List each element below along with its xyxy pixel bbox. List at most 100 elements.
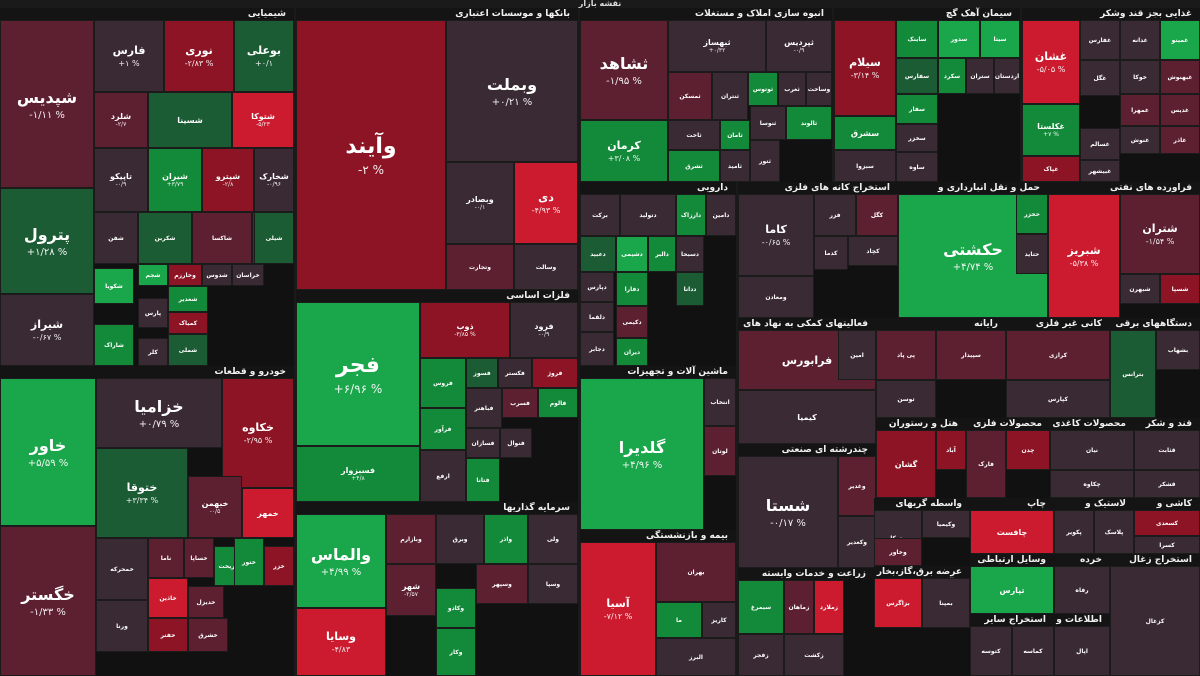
- stock-tile[interactable]: توسن: [876, 380, 936, 418]
- sector-title[interactable]: واسطه گریهای مالی و پولی: [874, 498, 970, 521]
- stock-tile[interactable]: برکت: [580, 194, 620, 236]
- stock-tile[interactable]: آسیا -۷/۱۲ %: [580, 542, 656, 676]
- stock-tile[interactable]: وکیمیا: [922, 510, 970, 538]
- stock-tile[interactable]: کدما: [814, 236, 848, 270]
- stock-tile[interactable]: ومعادن: [738, 276, 814, 318]
- stock-tile[interactable]: شغدیر: [168, 286, 208, 312]
- stock-tile[interactable]: وسپهر: [476, 564, 528, 604]
- stock-tile[interactable]: فسازان: [466, 428, 500, 458]
- stock-tile[interactable]: دامین: [706, 194, 736, 236]
- stock-tile[interactable]: ثامید: [720, 150, 750, 182]
- stock-tile[interactable]: خشرق: [188, 618, 228, 652]
- stock-tile[interactable]: دارزاک: [676, 194, 706, 236]
- stock-tile[interactable]: شملی: [168, 334, 208, 366]
- stock-tile[interactable]: سیتا: [980, 20, 1020, 58]
- sector-title[interactable]: سرمایه گذاریها: [296, 502, 578, 514]
- stock-tile[interactable]: ولی: [528, 514, 578, 564]
- stock-tile[interactable]: خزامیا +۰/۷۹ %: [96, 378, 222, 448]
- sector-title[interactable]: چاپ: [970, 498, 1054, 510]
- stock-tile[interactable]: زکشت: [784, 634, 844, 676]
- stock-tile[interactable]: خاور +۵/۵۹ %: [0, 378, 96, 526]
- stock-tile[interactable]: سپیدار: [936, 330, 1006, 380]
- stock-tile[interactable]: خدیزل: [188, 586, 224, 618]
- stock-tile[interactable]: غدیس: [1160, 94, 1200, 126]
- stock-tile[interactable]: آباد: [936, 430, 966, 470]
- sector-title[interactable]: بانکها و موسسات اعتباری: [296, 8, 578, 20]
- stock-tile[interactable]: شیران +۳/۷۹: [148, 148, 202, 212]
- stock-tile[interactable]: ما: [656, 602, 702, 638]
- stock-tile[interactable]: شخارک -۰/۹۶: [254, 148, 294, 212]
- stock-tile[interactable]: خمهر: [242, 488, 294, 538]
- stock-tile[interactable]: شپترو -۲/۸: [202, 148, 254, 212]
- sector-title[interactable]: دستگاههای برقی: [1110, 318, 1200, 330]
- stock-tile[interactable]: سدور: [938, 20, 980, 58]
- stock-tile[interactable]: نوری -۲/۸۳ %: [164, 20, 234, 92]
- stock-tile[interactable]: شتوکا -۵/۲۳: [232, 92, 294, 148]
- stock-tile[interactable]: خبهمن -۰/۵: [188, 476, 242, 538]
- stock-tile[interactable]: بوعلی +۰/۱: [234, 20, 294, 92]
- stock-tile[interactable]: کسعدی: [1134, 510, 1200, 536]
- stock-tile[interactable]: ثبهساز +۰/۳۲: [668, 20, 766, 72]
- stock-tile[interactable]: غشان -۵/۰۵ %: [1022, 20, 1080, 104]
- stock-tile[interactable]: پترول +۱/۲۸ %: [0, 188, 94, 294]
- stock-tile[interactable]: دلقما: [580, 302, 614, 332]
- sector-title[interactable]: خودرو و قطعات: [0, 366, 294, 378]
- sector-title[interactable]: فعالیتهای کمکی به نهاد های مالی واسط: [738, 318, 876, 341]
- stock-tile[interactable]: غکلستا +۷ %: [1022, 104, 1080, 156]
- sector-title[interactable]: محصولات کاغذی: [1050, 418, 1134, 430]
- sector-title[interactable]: غذایی بجز قند وشکر: [1022, 8, 1200, 20]
- stock-tile[interactable]: فارک: [966, 430, 1006, 498]
- stock-tile[interactable]: شکویا: [94, 268, 134, 304]
- stock-tile[interactable]: ثنوسا: [750, 106, 786, 140]
- stock-tile[interactable]: شبهرن: [1120, 274, 1160, 304]
- sector-title[interactable]: زراعت و خدمات وابسته: [738, 568, 874, 580]
- stock-tile[interactable]: دکیمی: [616, 306, 648, 338]
- stock-tile[interactable]: شبریز -۵/۳۸ %: [1048, 194, 1120, 318]
- stock-tile[interactable]: خساپا: [184, 538, 214, 578]
- stock-tile[interactable]: غنوش: [1120, 126, 1160, 154]
- stock-tile[interactable]: دتولید: [620, 194, 676, 236]
- stock-tile[interactable]: وبصادر -۰/۱: [446, 162, 514, 244]
- sector-title[interactable]: محصولات فلزی: [966, 418, 1050, 430]
- stock-tile[interactable]: غبهنوش: [1160, 60, 1200, 94]
- sector-title[interactable]: سیمان آهک گچ: [834, 8, 1020, 20]
- stock-tile[interactable]: غسالم: [1080, 128, 1120, 160]
- stock-tile[interactable]: چافست: [970, 510, 1054, 554]
- stock-tile[interactable]: ساینک: [896, 20, 938, 58]
- stock-tile[interactable]: فرود -۰/۹: [510, 302, 578, 358]
- stock-tile[interactable]: ختوقا +۳/۳۴ %: [96, 448, 188, 538]
- stock-tile[interactable]: وساخت: [806, 72, 832, 106]
- stock-tile[interactable]: ثاخت-۰/۳: [668, 120, 720, 150]
- stock-tile[interactable]: سیلام -۳/۱۴ %: [834, 20, 896, 116]
- stock-tile[interactable]: سفار: [896, 94, 938, 124]
- stock-tile[interactable]: فزر: [814, 194, 856, 236]
- stock-tile[interactable]: کگل: [856, 194, 898, 236]
- stock-tile[interactable]: وخاور: [874, 538, 922, 566]
- stock-tile[interactable]: گلدیرا +۴/۹۶ %: [580, 378, 704, 530]
- stock-tile[interactable]: غپاک-۴ %: [1022, 156, 1080, 182]
- stock-tile[interactable]: فتانا: [466, 458, 500, 502]
- stock-tile[interactable]: ثشرق: [668, 150, 720, 182]
- stock-tile[interactable]: شتران -۱/۵۴ %: [1120, 194, 1200, 274]
- stock-tile[interactable]: فالوم: [538, 388, 578, 418]
- sector-title[interactable]: اطلاعات و ارتباطات: [1054, 614, 1110, 637]
- stock-tile[interactable]: فسبزوار +۴/۸: [296, 446, 420, 502]
- stock-tile[interactable]: شسپا: [1160, 274, 1200, 304]
- stock-tile[interactable]: خاذین: [148, 578, 188, 618]
- sector-title[interactable]: دارویی: [580, 182, 736, 194]
- stock-tile[interactable]: ساوه: [896, 152, 938, 182]
- stock-tile[interactable]: کزغال: [1110, 566, 1200, 676]
- sector-title[interactable]: قند و شکر: [1134, 418, 1200, 430]
- stock-tile[interactable]: بشهاب: [1156, 330, 1200, 370]
- stock-tile[interactable]: دجابر: [580, 332, 614, 366]
- stock-tile[interactable]: غاذر: [1160, 126, 1200, 154]
- sector-title[interactable]: عرضه برق،گاز،بخار و آب گرم: [874, 566, 970, 589]
- stock-tile[interactable]: پی پاد: [876, 330, 936, 380]
- stock-tile[interactable]: کرمان +۳/۰۸ %: [580, 120, 668, 182]
- stock-tile[interactable]: ثامان: [720, 120, 750, 150]
- stock-tile[interactable]: فروس: [420, 358, 466, 408]
- stock-tile[interactable]: سشرق: [834, 116, 896, 150]
- stock-tile[interactable]: رفاه: [1054, 566, 1110, 614]
- sector-title[interactable]: لاستیک و پلاستیک: [1054, 498, 1134, 521]
- stock-tile[interactable]: کمیاک: [168, 312, 208, 334]
